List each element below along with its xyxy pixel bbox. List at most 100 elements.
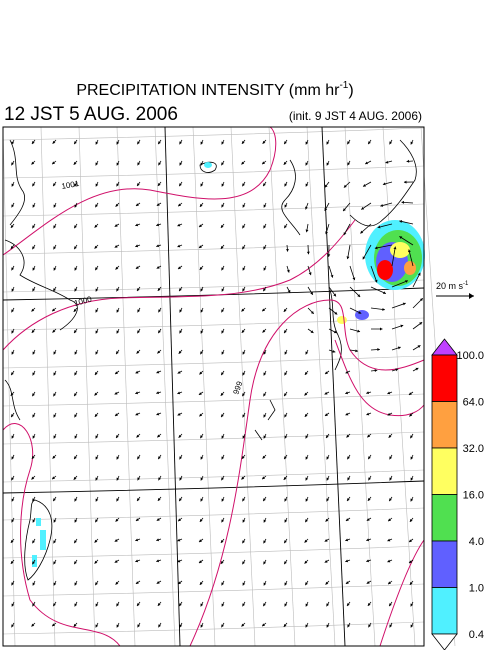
wind-arrow-head (263, 393, 266, 397)
wind-arrow-head (94, 539, 98, 543)
taiwan (24, 499, 53, 581)
wind-arrow-head (177, 223, 181, 227)
wind-arrow-head (52, 623, 56, 627)
wind-arrow-head (73, 623, 77, 627)
wind-arrow-head (242, 540, 245, 544)
colorbar-label: 4.0 (469, 536, 484, 548)
wind-arrow-head (137, 141, 140, 145)
wind-arrow-head (95, 624, 99, 628)
wind-arrow-head (116, 351, 119, 355)
coast (9, 139, 26, 226)
wind-arrow-head (389, 603, 392, 607)
wind-arrow-head (11, 183, 15, 187)
wind-arrow-head (178, 266, 181, 270)
coast (281, 159, 301, 236)
wind-arrow-head (137, 477, 141, 481)
wind-arrow-head (136, 434, 140, 438)
wind-arrow-head (366, 581, 370, 584)
colorbar-label: 64.0 (463, 397, 484, 409)
wind-arrow-head (382, 182, 386, 186)
wind-arrow-head (388, 434, 392, 438)
wind-arrow-head (306, 251, 310, 255)
precip-area (390, 242, 410, 258)
wind-arrow-head (116, 162, 120, 166)
wind-arrow-head (327, 254, 331, 257)
wind-arrow-head (10, 392, 14, 396)
wind-arrow-head (74, 267, 78, 271)
wind-arrow-head (158, 624, 161, 628)
wind-arrow-head (221, 372, 224, 376)
wind-arrow-head (53, 540, 57, 544)
wind-arrow-head (405, 280, 408, 283)
wind-arrow-head (325, 371, 328, 375)
wind-arrow-head (241, 456, 245, 459)
wind-arrow-head (53, 414, 57, 418)
parallel (2, 507, 425, 521)
parallel (2, 583, 425, 597)
colorbar-label: 0.4 (469, 629, 484, 641)
wind-arrow-head (116, 141, 120, 145)
wind-arrow-head (374, 279, 378, 283)
parallel (2, 393, 425, 407)
wind-arrow-head (326, 624, 330, 628)
wind-arrow-head (178, 581, 181, 585)
wind-arrow-head (200, 288, 204, 292)
wind-arrow-head (74, 519, 78, 523)
wind-arrow-head (242, 414, 246, 418)
wind-arrow-head (382, 291, 386, 295)
parallel (2, 469, 425, 483)
wind-arrow-head (10, 245, 14, 249)
wind-arrow-head (357, 294, 361, 297)
wind-arrow-head (95, 141, 99, 145)
wind-arrow-head (387, 412, 391, 416)
wind-arrow-head (241, 161, 245, 165)
wind-arrow-head (200, 624, 204, 628)
wind-arrow-head (95, 183, 99, 187)
wind-arrow-head (115, 371, 118, 375)
wind-arrow-head (347, 141, 350, 145)
wind-arrow-head (305, 456, 309, 460)
wind-arrow-head (410, 498, 414, 502)
wind-arrow-head (11, 582, 15, 586)
wind-arrow-head (95, 456, 99, 460)
wind-arrow-head (284, 330, 287, 334)
coast (329, 289, 342, 371)
wind-arrow-head (114, 224, 118, 227)
wind-arrow-head (400, 324, 404, 328)
wind-arrow-head (284, 204, 288, 208)
wind-arrow-head (389, 456, 393, 460)
wind-arrow-head (305, 603, 309, 607)
wind-arrow-head (368, 477, 371, 481)
wind-arrow-head (158, 141, 161, 145)
islands (254, 399, 276, 441)
wind-arrow-head (284, 393, 287, 397)
wind-arrow-head (263, 435, 267, 439)
wind-arrow-head (242, 267, 246, 271)
wind-arrow-head (178, 350, 182, 354)
wind-arrow-head (11, 141, 15, 145)
wind-arrow-head (283, 476, 287, 480)
wind-arrow-head (135, 266, 139, 269)
wind-arrow-head (32, 246, 35, 250)
wind-arrow-head (135, 559, 139, 563)
wind-arrow (370, 286, 387, 295)
wind-arrow-head (305, 183, 309, 187)
wind-arrow-head (114, 560, 118, 563)
wind-arrow-head (53, 204, 57, 208)
meridian (78, 126, 96, 647)
wind-arrow-head (305, 206, 308, 210)
wind-arrow-head (285, 248, 289, 252)
wind-arrow-head (32, 498, 36, 502)
wind-arrow-head (221, 414, 224, 418)
wind-arrow-head (406, 159, 410, 163)
wind-arrow-head (263, 288, 266, 292)
wind-arrow-head (158, 477, 161, 481)
colorbar-segment (431, 494, 458, 542)
wind-arrow-head (200, 477, 204, 481)
wind-arrow (408, 249, 414, 267)
wind-arrow-head (11, 498, 15, 502)
wind-arrow-head (326, 162, 330, 166)
wind-arrow-head (284, 603, 288, 607)
wind-arrow-head (115, 413, 118, 417)
